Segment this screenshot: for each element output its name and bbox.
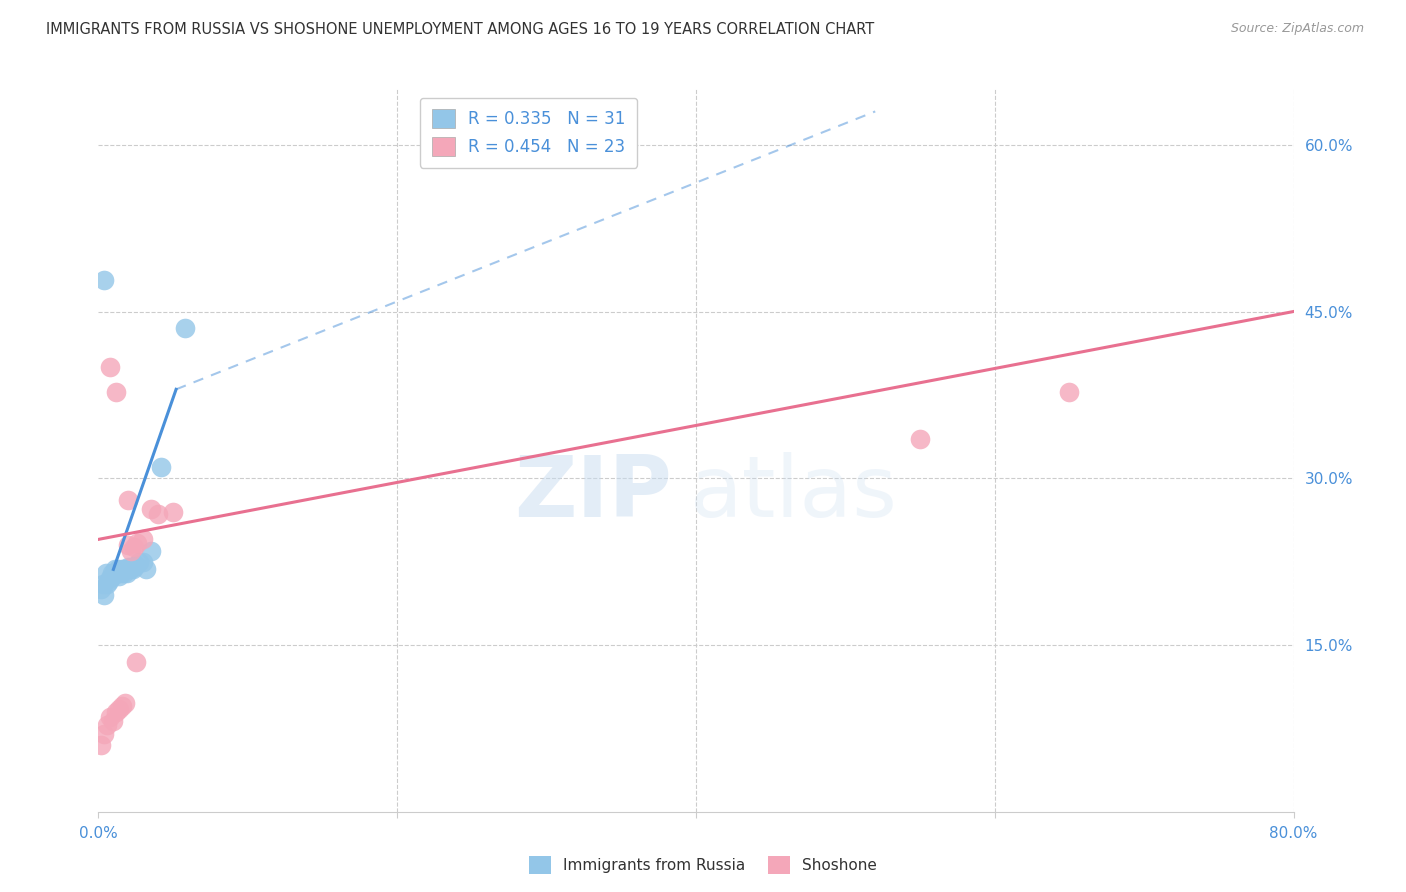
Point xyxy=(96,577,118,591)
Point xyxy=(105,566,128,580)
Point xyxy=(117,560,139,574)
Point xyxy=(91,577,114,591)
Point xyxy=(124,560,146,574)
Point xyxy=(96,718,118,732)
Point xyxy=(150,460,173,475)
Point xyxy=(127,535,149,549)
Point xyxy=(1059,384,1081,399)
Point xyxy=(121,562,143,576)
Point xyxy=(112,566,135,580)
Point xyxy=(103,714,125,728)
Legend: R = 0.335   N = 31, R = 0.454   N = 23: R = 0.335 N = 31, R = 0.454 N = 23 xyxy=(420,97,637,168)
Point xyxy=(108,702,131,716)
Point xyxy=(94,566,117,580)
Point xyxy=(908,433,931,447)
Point xyxy=(93,588,115,602)
Point xyxy=(132,533,155,547)
Point xyxy=(105,384,128,399)
Point xyxy=(110,566,132,580)
Point xyxy=(93,727,115,741)
Point xyxy=(118,562,141,576)
Point xyxy=(98,360,122,375)
Point xyxy=(103,569,125,583)
Point xyxy=(120,543,142,558)
Text: ZIP: ZIP xyxy=(515,452,672,535)
Point xyxy=(162,505,184,519)
Point xyxy=(139,502,162,516)
Text: atlas: atlas xyxy=(690,452,898,535)
Point xyxy=(174,321,197,335)
Point xyxy=(114,562,136,576)
Point xyxy=(125,558,148,572)
Point xyxy=(117,538,139,552)
Point xyxy=(98,571,122,585)
Point xyxy=(111,699,134,714)
Point xyxy=(125,655,148,669)
Point xyxy=(117,493,139,508)
Point xyxy=(104,562,127,576)
Text: IMMIGRANTS FROM RUSSIA VS SHOSHONE UNEMPLOYMENT AMONG AGES 16 TO 19 YEARS CORREL: IMMIGRANTS FROM RUSSIA VS SHOSHONE UNEMP… xyxy=(46,22,875,37)
Point xyxy=(120,560,142,574)
Point xyxy=(98,710,122,724)
Point xyxy=(90,582,112,597)
Point xyxy=(108,569,131,583)
Point xyxy=(105,705,128,719)
Point xyxy=(111,562,134,576)
Point xyxy=(115,566,138,580)
Point xyxy=(114,696,136,710)
Point xyxy=(101,566,124,580)
Point xyxy=(135,562,157,576)
Point xyxy=(90,738,112,752)
Point xyxy=(107,562,129,576)
Point xyxy=(148,507,170,521)
Point xyxy=(139,543,162,558)
Point xyxy=(132,555,155,569)
Point xyxy=(124,540,146,554)
Point xyxy=(93,273,115,287)
Text: Source: ZipAtlas.com: Source: ZipAtlas.com xyxy=(1230,22,1364,36)
Point xyxy=(97,574,120,588)
Legend: Immigrants from Russia, Shoshone: Immigrants from Russia, Shoshone xyxy=(523,850,883,880)
Point xyxy=(128,555,150,569)
